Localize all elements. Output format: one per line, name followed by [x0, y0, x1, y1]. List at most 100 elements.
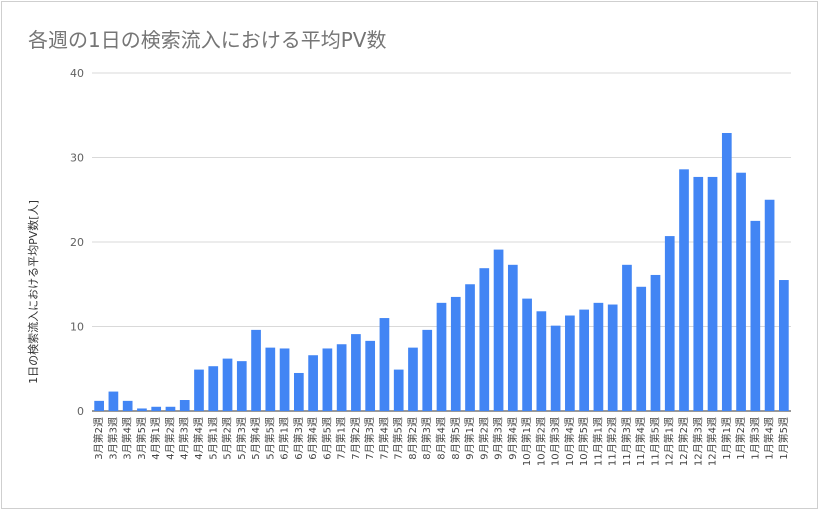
x-tick-label: 9月第3週	[492, 417, 505, 460]
x-tick-label: 6月第3週	[292, 417, 305, 460]
chart-title: 各週の1日の検索流入における平均PV数	[28, 28, 387, 52]
y-tick-label: 30	[70, 152, 84, 165]
x-tick-labels: 3月第2週 3月第3週 3月第4週 3月第5週 4月第1週 4月第2週 4月第3週 4月第4週…	[92, 417, 790, 466]
x-tick-label: 1月第1週	[720, 417, 733, 460]
x-tick-label: 8月第3週	[420, 417, 433, 460]
x-tick-label: 6月第1週	[278, 417, 291, 460]
bar	[779, 280, 789, 411]
x-tick-label: 1月第3週	[748, 417, 761, 460]
x-tick-label: 3月第5週	[135, 417, 148, 460]
x-tick-label: 8月第2週	[406, 417, 419, 460]
x-tick-label: 5月第5週	[263, 417, 276, 460]
x-tick-label: 3月第3週	[106, 417, 119, 460]
bar	[122, 400, 133, 411]
x-tick-label: 12月第3週	[691, 417, 704, 466]
bar	[265, 347, 276, 411]
x-tick-label: 3月第4週	[121, 417, 134, 460]
bar	[236, 361, 247, 411]
x-tick-label: 1月第2週	[734, 417, 747, 460]
y-tick-label: 0	[77, 405, 84, 418]
x-tick-label: 4月第1週	[149, 417, 162, 460]
bar	[721, 132, 732, 411]
bar	[436, 302, 447, 411]
bar	[479, 268, 490, 411]
bars	[94, 132, 789, 411]
bar	[293, 372, 304, 411]
x-tick-label: 11月第2週	[606, 417, 619, 466]
x-tick-label: 5月第4週	[249, 417, 262, 460]
x-tick-label: 7月第1週	[335, 417, 348, 460]
bar	[493, 249, 504, 411]
x-tick-label: 1月第5週	[777, 417, 790, 460]
bar	[607, 304, 618, 411]
x-tick-label: 7月第2週	[349, 417, 362, 460]
bar	[208, 366, 219, 411]
bar	[736, 172, 746, 411]
x-tick-label: 5月第3週	[235, 417, 248, 460]
bar	[664, 236, 675, 411]
bar	[579, 309, 590, 411]
x-tick-label: 10月第5週	[577, 417, 590, 466]
bar	[550, 325, 561, 411]
x-tick-label: 7月第4週	[377, 417, 390, 460]
x-tick-label: 10月第2週	[534, 417, 547, 466]
bar	[336, 344, 347, 411]
x-tick-label: 9月第2週	[477, 417, 490, 460]
bar	[565, 315, 575, 411]
bar	[450, 296, 461, 411]
bar	[650, 274, 661, 411]
y-tick-label: 20	[70, 236, 84, 249]
bar	[507, 264, 518, 411]
x-tick-label: 7月第3週	[363, 417, 376, 460]
x-tick-label: 12月第2週	[677, 417, 690, 466]
x-tick-label: 11月第5週	[648, 417, 661, 466]
bar	[222, 358, 233, 411]
bar	[165, 406, 176, 411]
bar	[365, 340, 376, 411]
x-tick-label: 11月第4週	[634, 417, 647, 466]
x-tick-label: 5月第1週	[206, 417, 219, 460]
x-tick-label: 10月第1週	[520, 417, 533, 466]
bar	[707, 176, 718, 411]
bar	[251, 329, 261, 411]
bar	[465, 284, 475, 411]
x-tick-label: 8月第4週	[435, 417, 448, 460]
bar	[194, 369, 204, 411]
bar	[108, 391, 119, 411]
y-tick-label: 40	[70, 67, 84, 80]
bar	[522, 298, 532, 411]
bar	[750, 220, 761, 411]
x-tick-label: 4月第3週	[178, 417, 191, 460]
bar	[679, 169, 689, 411]
x-tick-label: 10月第4週	[563, 417, 576, 466]
bar	[179, 400, 190, 411]
y-tick-labels: 0 10 20 30 40	[70, 67, 84, 418]
bar	[536, 311, 547, 411]
y-tick-label: 10	[70, 321, 84, 334]
x-tick-label: 10月第3週	[549, 417, 562, 466]
x-tick-label: 9月第4週	[506, 417, 519, 460]
bar	[151, 406, 162, 411]
bar	[764, 199, 775, 411]
bar	[422, 329, 433, 411]
bar	[393, 369, 404, 411]
x-tick-label: 11月第3週	[620, 417, 633, 466]
bar	[636, 286, 647, 411]
bar	[351, 334, 361, 411]
bar	[379, 318, 390, 411]
x-tick-label: 1月第4週	[763, 417, 776, 460]
y-axis-label: 1日の検索流入における平均PV数[人]	[26, 200, 40, 384]
bar	[308, 355, 318, 411]
x-tick-label: 12月第4週	[706, 417, 719, 466]
x-tick-label: 4月第2週	[163, 417, 176, 460]
bar	[137, 408, 147, 411]
bar	[94, 400, 104, 411]
x-tick-label: 4月第4週	[192, 417, 205, 460]
x-tick-label: 6月第5週	[320, 417, 333, 460]
bar	[693, 176, 704, 411]
bar	[408, 347, 418, 411]
x-tick-label: 7月第5週	[392, 417, 405, 460]
x-tick-label: 12月第1週	[663, 417, 676, 466]
x-tick-label: 5月第2週	[221, 417, 234, 460]
